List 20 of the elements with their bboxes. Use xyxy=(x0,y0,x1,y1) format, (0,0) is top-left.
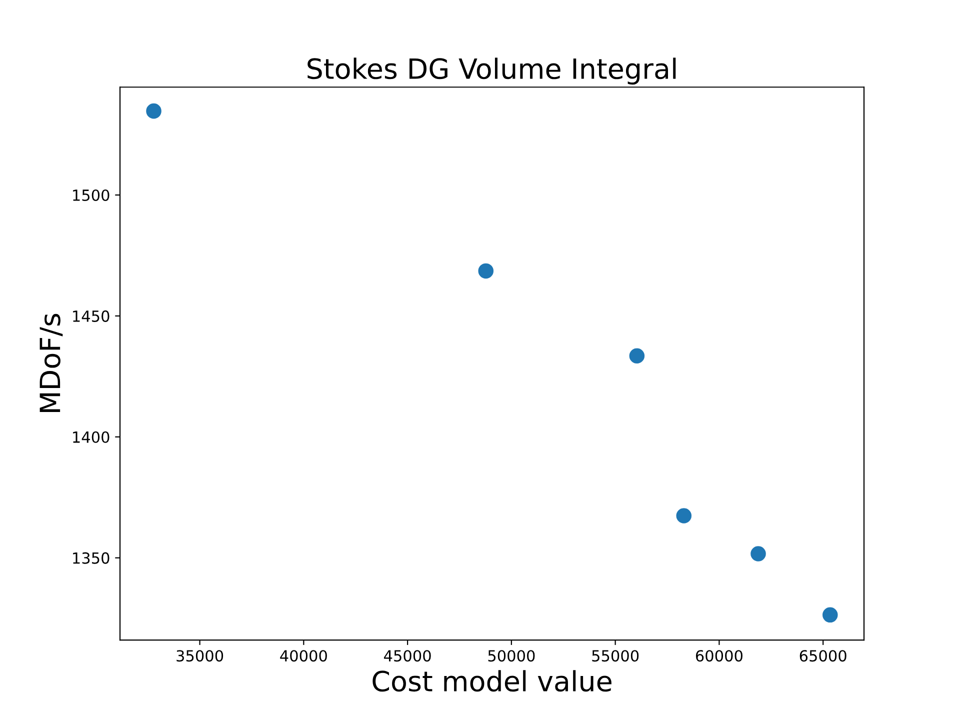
x-tick-label: 40000 xyxy=(280,650,327,662)
point xyxy=(478,263,494,279)
point xyxy=(676,508,692,524)
x-tick-label: 50000 xyxy=(488,650,535,662)
point xyxy=(146,103,162,119)
y-tick-label: 1400 xyxy=(73,431,110,443)
y-axis-title: MDoF/s xyxy=(40,314,63,412)
chart-title: Stokes DG Volume Integral xyxy=(308,58,676,85)
x-axis-title: Cost model value xyxy=(372,670,612,692)
y-tick-label: 1450 xyxy=(73,310,110,322)
x-tick-label: 60000 xyxy=(696,650,742,662)
y-tick-label: 1500 xyxy=(73,189,110,202)
point xyxy=(629,348,645,364)
point xyxy=(750,546,766,562)
point xyxy=(822,607,838,623)
y-tick-label: 1350 xyxy=(73,552,110,564)
x-tick-label: 55000 xyxy=(592,650,639,662)
x-tick-label: 35000 xyxy=(176,650,224,662)
x-tick-label: 45000 xyxy=(384,650,431,662)
x-tick-label: 65000 xyxy=(800,650,846,662)
